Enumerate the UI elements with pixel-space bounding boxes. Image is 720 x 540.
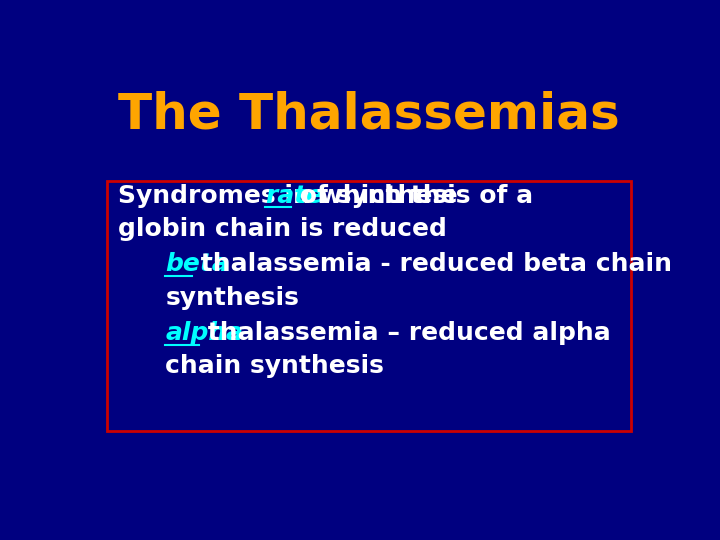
Text: Syndromes in which the: Syndromes in which the [118, 184, 467, 208]
FancyBboxPatch shape [107, 181, 631, 431]
Text: thalassemia – reduced alpha: thalassemia – reduced alpha [199, 321, 611, 345]
Text: synthesis: synthesis [166, 286, 300, 309]
Text: of synthesis of a: of synthesis of a [291, 184, 534, 208]
Text: beta: beta [166, 252, 229, 276]
Text: rate: rate [266, 184, 324, 208]
Text: The Thalassemias: The Thalassemias [118, 91, 620, 139]
Text: globin chain is reduced: globin chain is reduced [118, 217, 447, 241]
Text: chain synthesis: chain synthesis [166, 354, 384, 378]
Text: thalassemia - reduced beta chain: thalassemia - reduced beta chain [192, 252, 672, 276]
Text: alpha: alpha [166, 321, 243, 345]
